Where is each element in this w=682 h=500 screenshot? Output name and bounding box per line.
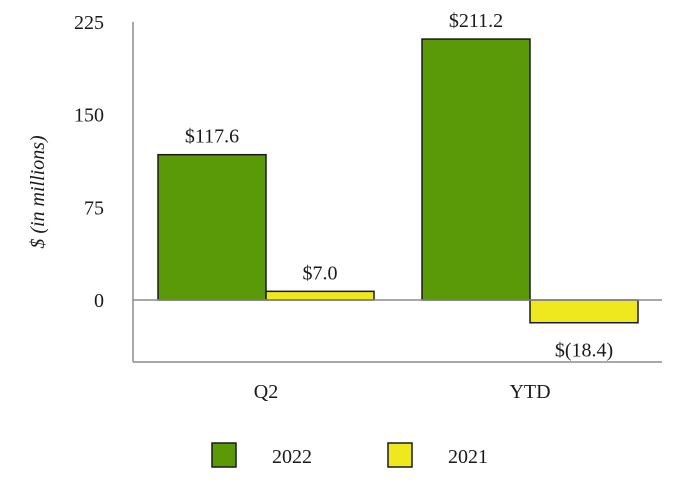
- category-label-YTD: YTD: [509, 381, 550, 403]
- data-label-2021-Q2: $7.0: [303, 262, 338, 284]
- legend-label-2021: 2021: [448, 446, 488, 468]
- y-tick-label: 0: [94, 290, 104, 312]
- data-label-2021-YTD: $(18.4): [555, 340, 613, 362]
- axes: [132, 22, 662, 363]
- y-tick-label: 75: [84, 197, 104, 219]
- y-axis-title-text: $ (in millions): [27, 135, 49, 249]
- legend-swatch-2022: [211, 442, 237, 468]
- data-label-2022-YTD: $211.2: [449, 10, 503, 32]
- legend-label-2022: 2022: [272, 446, 312, 468]
- legend-swatch-2021: [387, 442, 413, 468]
- data-labels: $117.6 $7.0 $211.2 $(18.4): [185, 10, 613, 362]
- bar-2021-Q2: [265, 290, 375, 301]
- bar-2022-Q2: [157, 153, 267, 301]
- y-axis-title: $ (in millions): [27, 135, 49, 249]
- bar-2022-YTD: [421, 38, 531, 301]
- legend: 2022 2021: [211, 442, 488, 468]
- data-label-2022-Q2: $117.6: [185, 126, 239, 148]
- category-label-Q2: Q2: [254, 381, 278, 403]
- y-tick-label: 150: [74, 105, 104, 127]
- y-tick-labels: 0 75 150 225: [74, 12, 104, 312]
- y-tick-label: 225: [74, 12, 104, 34]
- category-labels: Q2 YTD: [254, 381, 551, 403]
- bar-2021-YTD: [529, 299, 639, 324]
- bars: [157, 38, 639, 324]
